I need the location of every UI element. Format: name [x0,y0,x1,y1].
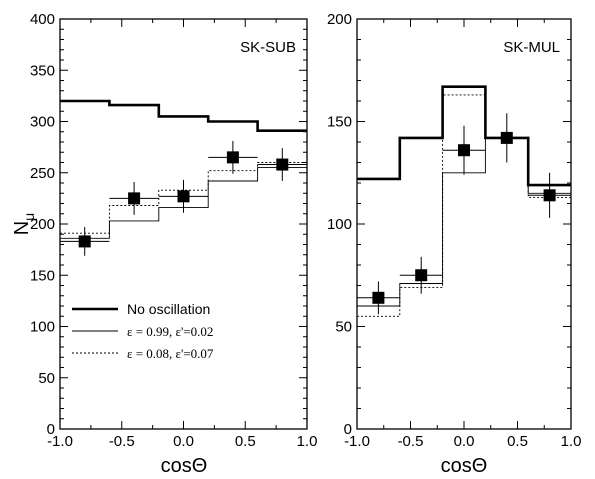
data-points-layer [357,113,571,315]
series-dotted-line [357,94,571,317]
series-layer [357,85,571,317]
panel-label: SK-MUL [503,39,560,56]
ticks-layer: -1.0 -0.5 0.0 0.5 1.0 0 50 100 150 200 [327,11,581,450]
x-tick-label: 1.0 [561,433,582,450]
y-tick-label: 400 [30,11,55,28]
y-axis-title-main: N [11,221,33,235]
y-tick-label: 150 [30,267,55,284]
x-tick-label: -0.5 [398,433,424,450]
plot-frame [356,18,572,430]
legend-label-eps-0-99: ε = 0.99, ε'=0.02 [127,324,213,339]
panel-sk-mul: -1.0 -0.5 0.0 0.5 1.0 0 50 100 150 200 SK-MUL cos… [327,11,581,477]
y-tick-label: 200 [327,11,352,28]
data-point-marker [372,291,385,304]
legend-label-no-oscillation: No oscillation [127,301,210,317]
x-tick-label: 0.5 [507,433,528,450]
x-tick-label: 0.5 [235,433,256,450]
y-tick-label: 0 [344,421,352,438]
data-point-marker [543,189,556,202]
data-point-marker [177,190,190,203]
legend: No oscillation ε = 0.99, ε'=0.02 ε = 0.0… [72,301,214,361]
series-thick-line [60,99,307,132]
series-layer [60,99,307,239]
ticks-layer: -1.0 -0.5 0.0 0.5 1.0 0 50 100 150 200 250 300 350 40… [30,11,317,450]
x-axis-title: cosΘ [441,455,488,477]
panel-label: SK-SUB [240,39,296,56]
y-tick-label: 50 [335,319,352,336]
y-axis-title: Nμ [11,213,37,236]
panel-sk-sub: -1.0 -0.5 0.0 0.5 1.0 0 50 100 150 200 250 300 350 40… [11,11,317,477]
data-point-marker [78,235,91,248]
x-tick-label: 0.0 [454,433,475,450]
data-point-marker [128,192,141,205]
data-point-marker [276,158,289,171]
y-tick-label: 150 [327,114,352,131]
y-tick-label: 350 [30,62,55,79]
data-point-marker [226,151,239,164]
x-tick-label: -1.0 [344,433,370,450]
data-point-marker [415,269,428,282]
x-tick-label: 0.0 [173,433,194,450]
y-tick-label: 100 [327,216,352,233]
data-point-marker [500,131,513,144]
x-axis-title: cosΘ [161,455,208,477]
series-dotted-line [60,162,307,234]
y-tick-label: 0 [47,421,55,438]
plot-frame [59,18,308,430]
data-points-layer [60,140,307,256]
y-tick-label: 300 [30,114,55,131]
y-axis-title-subscript: μ [21,213,37,221]
y-tick-label: 200 [30,216,55,233]
x-tick-label: -1.0 [47,433,73,450]
y-tick-label: 100 [30,319,55,336]
x-tick-label: -0.5 [109,433,135,450]
y-tick-label: 250 [30,165,55,182]
y-tick-label: 50 [38,370,55,387]
x-tick-label: 1.0 [297,433,318,450]
data-point-marker [458,144,470,157]
legend-label-eps-0-08: ε = 0.08, ε'=0.07 [127,346,214,361]
